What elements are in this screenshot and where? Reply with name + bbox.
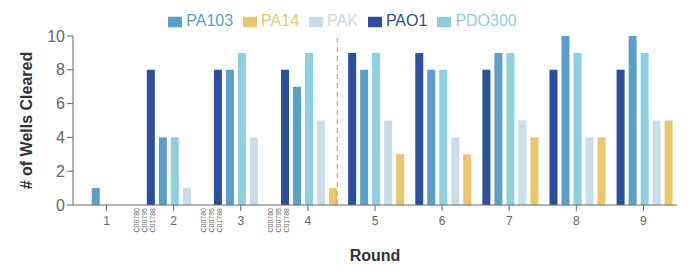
html-text:PA14: PA14 [261, 12, 299, 29]
svg-text:C00795: C00795 [275, 208, 282, 233]
svg-text:9: 9 [640, 214, 647, 228]
svg-text:C01788: C01788 [216, 208, 223, 233]
svg-text:8: 8 [573, 214, 580, 228]
svg-text:2: 2 [170, 214, 177, 228]
svg-text:4: 4 [305, 214, 312, 228]
html-text:PA103: PA103 [186, 12, 234, 29]
svg-text:8: 8 [56, 61, 65, 78]
svg-text:C01788: C01788 [149, 208, 156, 233]
svg-text:5: 5 [372, 214, 379, 228]
svg-text:C00795: C00795 [141, 208, 148, 233]
svg-text:0: 0 [56, 197, 65, 214]
html-text:PAK: PAK [327, 12, 358, 29]
svg-text:C00795: C00795 [208, 208, 215, 233]
svg-text:# of Wells Cleared: # of Wells Cleared [18, 52, 35, 190]
svg-text:7: 7 [506, 214, 513, 228]
svg-text:2: 2 [56, 163, 65, 180]
svg-text:1: 1 [103, 214, 110, 228]
svg-text:C00780: C00780 [200, 208, 207, 233]
svg-text:10: 10 [47, 28, 65, 45]
svg-text:6: 6 [56, 95, 65, 112]
svg-text:C01788: C01788 [283, 208, 290, 233]
svg-text:C00780: C00780 [133, 208, 140, 233]
svg-text:6: 6 [439, 214, 446, 228]
svg-text:3: 3 [237, 214, 244, 228]
html-text:PAO1: PAO1 [385, 12, 428, 29]
svg-text:Round: Round [350, 247, 401, 264]
svg-text:C00780: C00780 [267, 208, 274, 233]
svg-text:4: 4 [56, 129, 65, 146]
html-text:PDO300: PDO300 [455, 12, 517, 29]
